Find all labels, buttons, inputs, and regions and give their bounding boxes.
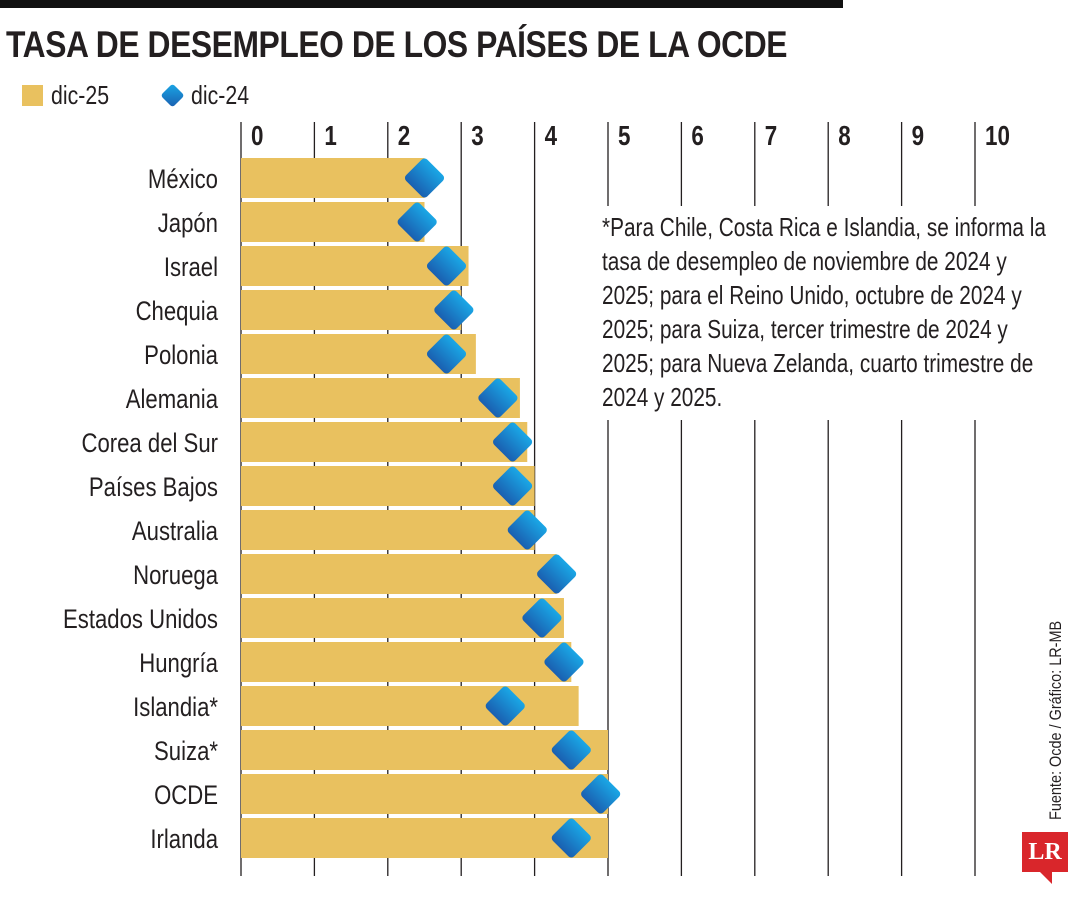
- category-label: OCDE: [154, 781, 218, 811]
- category-label: Estados Unidos: [63, 605, 218, 635]
- bar-4: [241, 290, 462, 330]
- bar-13: [241, 686, 579, 726]
- x-tick-label: 9: [912, 121, 924, 152]
- diamond-marker-13: [485, 686, 525, 726]
- diamond-marker-4: [434, 290, 474, 330]
- legend-label-dic-25: dic-25: [51, 79, 110, 110]
- bar-15: [241, 774, 608, 814]
- category-label: Islandia*: [133, 693, 218, 723]
- category-label: Israel: [164, 253, 218, 283]
- diamond-marker-8: [493, 466, 533, 506]
- x-tick-label: 5: [618, 121, 630, 152]
- top-rule: [0, 0, 843, 8]
- bar-7: [241, 422, 528, 462]
- category-label: Polonia: [144, 341, 218, 371]
- diamond-marker-3: [426, 246, 467, 286]
- bar-8: [241, 466, 535, 506]
- bar-2: [241, 202, 425, 242]
- lr-logo: LR: [1022, 832, 1068, 884]
- diamond-marker-11: [522, 598, 562, 638]
- x-tick-label: 3: [471, 121, 483, 152]
- x-tick-label: 0: [251, 121, 263, 152]
- diamond-marker-2: [397, 202, 437, 242]
- bar-9: [241, 510, 535, 550]
- legend-swatch-bar: [22, 84, 43, 106]
- diamond-marker-14: [551, 730, 591, 770]
- x-tick-label: 10: [985, 121, 1010, 152]
- diamond-marker-7: [493, 422, 533, 462]
- diamond-marker-16: [551, 818, 591, 858]
- category-label: Alemania: [126, 385, 218, 415]
- x-tick-label: 4: [545, 121, 557, 152]
- category-label: Noruega: [133, 561, 218, 591]
- diamond-marker-10: [537, 554, 577, 594]
- chart-title: TASA DE DESEMPLEO DE LOS PAÍSES DE LA OC…: [6, 24, 788, 65]
- footnote: *Para Chile, Costa Rica e Islandia, se i…: [602, 212, 1046, 412]
- category-label: Irlanda: [150, 825, 218, 855]
- category-label: Australia: [132, 517, 218, 547]
- x-tick-label: 8: [838, 121, 850, 152]
- category-label: Corea del Sur: [81, 429, 218, 459]
- bar-6: [241, 378, 520, 418]
- diamond-marker-5: [426, 334, 467, 374]
- diamond-marker-15: [581, 774, 621, 814]
- bar-14: [241, 730, 608, 770]
- category-label: México: [148, 165, 218, 195]
- footnote-box: *Para Chile, Costa Rica e Islandia, se i…: [596, 206, 1072, 420]
- x-tick-label: 6: [691, 121, 703, 152]
- category-label: Hungría: [139, 649, 218, 679]
- bar-10: [241, 554, 557, 594]
- bar-1: [241, 158, 425, 198]
- diamond-marker-6: [478, 378, 518, 418]
- category-label: Chequia: [136, 297, 219, 327]
- category-label: Suiza*: [154, 737, 218, 767]
- legend-label-dic-24: dic-24: [190, 79, 249, 110]
- source-credit: Fuente: Ocde / Gráfico: LR-MB: [1046, 620, 1065, 820]
- diamond-marker-1: [404, 158, 445, 198]
- x-tick-label: 7: [765, 121, 777, 152]
- x-tick-label: 1: [324, 121, 336, 152]
- diamond-marker-12: [544, 642, 584, 682]
- diamond-marker-9: [507, 510, 547, 550]
- category-label: Países Bajos: [89, 473, 218, 503]
- bar-11: [241, 598, 564, 638]
- bar-12: [241, 642, 572, 682]
- x-tick-label: 2: [398, 121, 410, 152]
- legend: dic-25 dic-24: [22, 80, 262, 110]
- bar-16: [241, 818, 608, 858]
- category-label: Japón: [158, 209, 218, 239]
